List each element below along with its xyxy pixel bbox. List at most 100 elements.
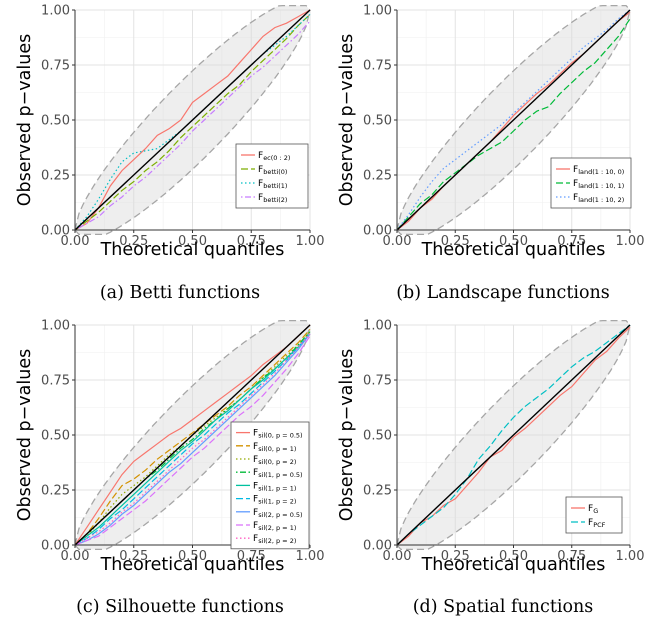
legend: Fland(1 : 10, 0) Fland(1 : 10, 1) Fland(1 … (550, 157, 632, 209)
x-tick-label: 0.50 (499, 234, 528, 249)
y-tick-label: 0.00 (363, 224, 392, 239)
panel-caption: (c) Silhouette functions (76, 597, 284, 617)
x-tick-label: 1.00 (296, 234, 325, 249)
y-tick-label: 1.00 (41, 319, 70, 334)
y-tick-label: 1.00 (41, 4, 70, 19)
series-line-6 (74, 333, 311, 546)
legend-label-2: Fland(1 : 10, 1) (573, 179, 624, 190)
series-line-8 (74, 335, 311, 546)
reference-diagonal (396, 324, 631, 546)
legend-label-1: FG (588, 504, 598, 515)
x-tick-label: 0.75 (237, 234, 266, 249)
band-upper-line (396, 319, 631, 546)
x-tick-label: 1.00 (616, 549, 645, 564)
legend-label-9: Fsil(2, p = 2) (253, 534, 296, 545)
series-line-1 (74, 9, 311, 231)
band-upper-line (74, 4, 311, 231)
x-tick-label: 1.00 (296, 549, 325, 564)
x-axis-label: Theoretical quantiles (421, 555, 606, 575)
x-axis-label: Theoretical quantiles (100, 240, 285, 260)
band-lower-line (396, 9, 631, 236)
legend-label-1: Fland(1 : 10, 0) (573, 165, 624, 176)
x-tick-label: 0.00 (61, 234, 90, 249)
reference-diagonal (74, 9, 311, 231)
y-tick-label: 0.50 (363, 114, 392, 129)
series-line-4 (74, 20, 311, 231)
legend-label-2: FPCF (588, 518, 606, 529)
legend: FG FPCF (565, 496, 623, 534)
legend-label-3: Fland(1 : 10, 2) (573, 193, 624, 204)
legend-label-3: Fbetti(1) (258, 179, 287, 190)
legend-label-4: Fbetti(2) (258, 193, 287, 204)
legend-label-5: Fsil(1, p = 1) (253, 481, 296, 492)
y-tick-label: 0.00 (363, 539, 392, 554)
legend-box (230, 421, 310, 550)
series-line-1 (74, 324, 311, 546)
legend: Fsil(0, p = 0.5) Fsil(0, p = 1) Fsil(0, p … (230, 421, 310, 550)
x-tick-label: 1.00 (616, 234, 645, 249)
y-tick-label: 0.75 (363, 59, 392, 74)
legend-label-2: Fbetti(0) (258, 165, 287, 176)
legend-label-4: Fsil(1, p = 0.5) (253, 468, 303, 479)
y-axis-label: Observed p−values (15, 34, 35, 206)
legend-label-8: Fsil(2, p = 1) (253, 521, 296, 532)
x-tick-label: 0.75 (237, 549, 266, 564)
y-tick-label: 1.00 (363, 319, 392, 334)
x-tick-label: 0.25 (441, 549, 470, 564)
series-line-2 (74, 13, 311, 231)
legend-label-1: Fec(0 : 2) (258, 151, 290, 162)
y-tick-label: 0.00 (41, 539, 70, 554)
x-tick-label: 0.25 (119, 549, 148, 564)
x-tick-label: 0.50 (178, 549, 207, 564)
x-tick-label: 0.00 (61, 549, 90, 564)
panel-a: 0.000.00 0.25 0.25 0.50 0.50 0.75 0.75 1.00 1.00… (15, 4, 324, 304)
y-axis-label: Observed p−values (337, 349, 357, 521)
series-line-2 (396, 324, 631, 546)
legend-label-6: Fsil(1, p = 2) (253, 495, 296, 506)
y-tick-label: 1.00 (363, 4, 392, 19)
y-axis-label: Observed p−values (337, 34, 357, 206)
series-line-5 (74, 333, 311, 546)
legend: Fec(0 : 2) Fbetti(0) Fbetti(1) Fbetti(2) (235, 143, 309, 209)
y-tick-label: 0.25 (363, 169, 392, 184)
x-tick-label: 0.50 (499, 549, 528, 564)
series-line-3 (396, 9, 631, 231)
x-tick-label: 0.00 (383, 234, 412, 249)
y-tick-label: 0.25 (363, 484, 392, 499)
x-tick-label: 0.50 (178, 234, 207, 249)
reference-diagonal (396, 9, 631, 231)
legend-box (550, 157, 632, 209)
panel-caption: (d) Spatial functions (413, 597, 594, 617)
series-line-2 (74, 329, 311, 546)
x-tick-label: 0.25 (441, 234, 470, 249)
legend-box (565, 496, 623, 534)
y-tick-label: 0.75 (41, 374, 70, 389)
band-lower-line (74, 324, 311, 551)
y-tick-label: 0.50 (41, 114, 70, 129)
panel-b: 0.000.00 0.25 0.25 0.50 0.50 0.75 0.75 1.00 1.00… (337, 4, 644, 304)
series-line-4 (74, 331, 311, 546)
y-tick-label: 0.25 (41, 169, 70, 184)
panel-c: 0.000.00 0.25 0.25 0.50 0.50 0.75 0.75 1.00 1.00… (15, 319, 324, 618)
y-tick-label: 0.50 (41, 429, 70, 444)
x-tick-label: 0.75 (557, 549, 586, 564)
y-tick-label: 0.50 (363, 429, 392, 444)
legend-label-3: Fsil(0, p = 2) (253, 455, 296, 466)
series-line-3 (74, 13, 311, 231)
y-tick-label: 0.00 (41, 224, 70, 239)
legend-label-2: Fsil(0, p = 1) (253, 442, 296, 453)
x-tick-label: 0.00 (383, 549, 412, 564)
series-line-9 (74, 333, 311, 546)
reference-diagonal (74, 324, 311, 546)
band-lower-line (396, 324, 631, 551)
panel-d: 0.000.00 0.25 0.25 0.50 0.50 0.75 0.75 1.00 1.00… (337, 319, 644, 618)
x-axis-label: Theoretical quantiles (100, 555, 285, 575)
x-tick-label: 0.25 (119, 234, 148, 249)
legend-label-7: Fsil(2, p = 0.5) (253, 508, 303, 519)
y-tick-label: 0.75 (363, 374, 392, 389)
band-upper-line (396, 4, 631, 231)
series-line-2 (396, 18, 631, 231)
band-upper-line (74, 319, 311, 546)
y-axis-label: Observed p−values (15, 349, 35, 521)
